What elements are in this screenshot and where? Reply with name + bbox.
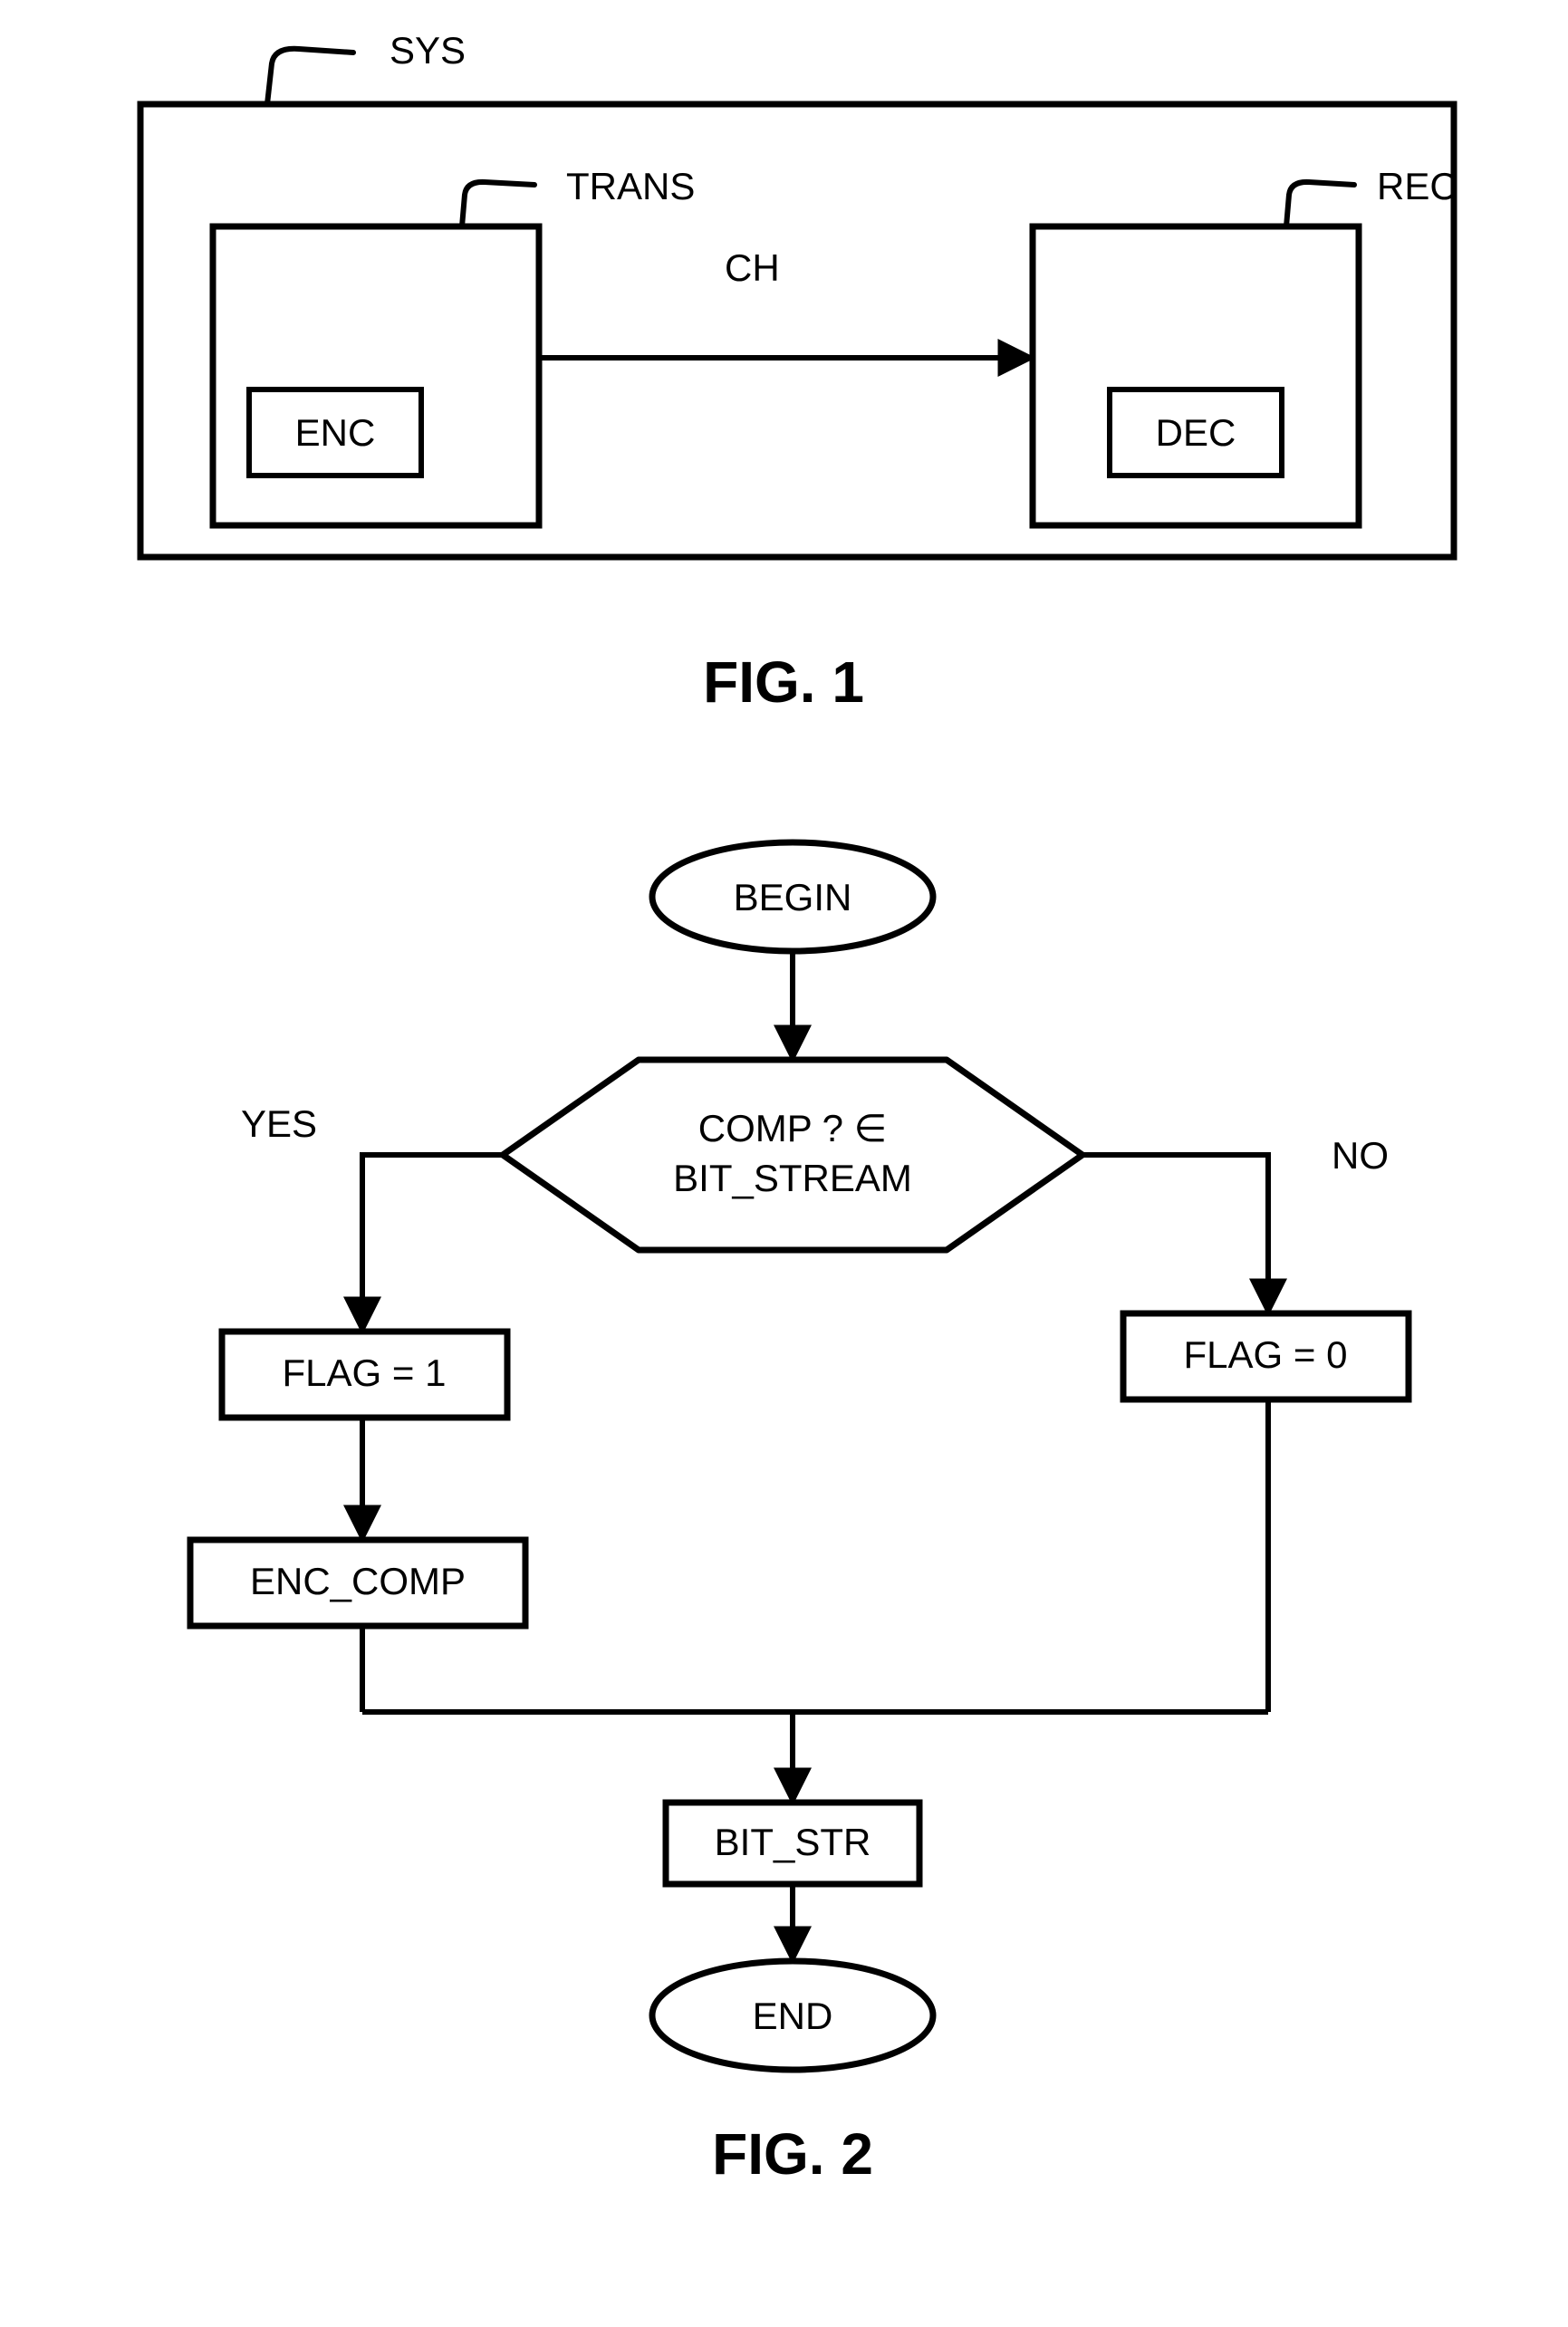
fig1-dec-label: DEC xyxy=(1156,411,1236,454)
fig1-trans-label: TRANS xyxy=(566,165,695,207)
fig2-decision-node xyxy=(503,1060,1082,1250)
fig1-trans-box xyxy=(213,226,539,525)
fig2-end-label: END xyxy=(753,1995,833,2037)
fig2-begin-label: BEGIN xyxy=(734,876,852,918)
fig2-decision-line1: COMP ? ∈ xyxy=(698,1107,888,1149)
fig2-flag1-label: FLAG = 1 xyxy=(283,1351,447,1394)
fig1-rec-hook xyxy=(1286,182,1354,226)
fig2-decision-line2: BIT_STREAM xyxy=(673,1157,912,1199)
fig1-trans-hook xyxy=(462,182,534,226)
fig1-caption: FIG. 1 xyxy=(703,649,864,715)
fig2-edge-yes xyxy=(362,1155,503,1332)
fig2-yes-label: YES xyxy=(241,1102,317,1145)
fig1-enc-label: ENC xyxy=(295,411,376,454)
fig2-flag0-label: FLAG = 0 xyxy=(1184,1333,1348,1376)
fig1-ch-label: CH xyxy=(725,246,780,289)
fig2-edge-no xyxy=(1082,1155,1268,1313)
fig2-bitstr-label: BIT_STR xyxy=(715,1821,871,1863)
fig2-no-label: NO xyxy=(1332,1134,1389,1177)
fig1-rec-label: REC xyxy=(1377,165,1457,207)
fig2-caption: FIG. 2 xyxy=(712,2121,873,2187)
fig1-sys-label: SYS xyxy=(390,29,466,72)
fig1-rec-box xyxy=(1033,226,1359,525)
fig2-enc-comp-label: ENC_COMP xyxy=(250,1560,466,1602)
fig1-sys-box xyxy=(140,104,1454,557)
fig1-sys-hook xyxy=(267,49,353,104)
